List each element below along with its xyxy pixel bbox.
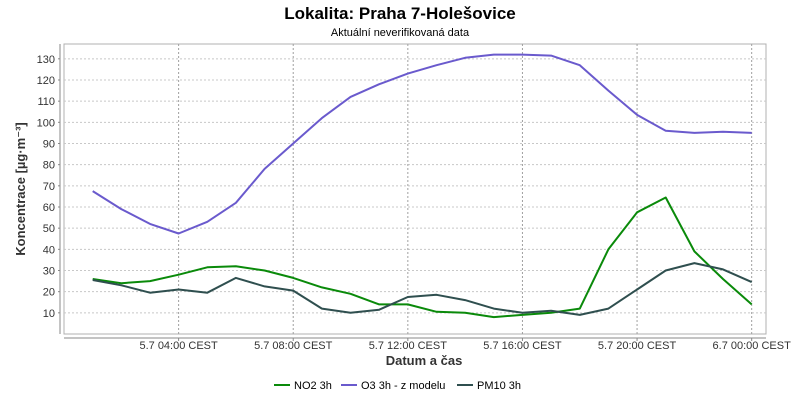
y-tick-label: 120 (37, 75, 55, 87)
y-tick-label: 40 (43, 244, 55, 256)
y-tick-label: 30 (43, 265, 55, 277)
plot-background (63, 43, 767, 335)
x-axis-ticks: 5.7 04:00 CEST 5.7 08:00 CEST 5.7 12:00 CE… (139, 338, 791, 352)
y-tick-label: 90 (43, 138, 55, 150)
y-axis-ticks: 10 20 30 40 50 60 70 80 90 100 110 120 130 (37, 54, 60, 320)
chart-subtitle: Aktuální neverifikovaná data (331, 27, 470, 39)
y-axis-title: Koncentrace [µg·m⁻³] (13, 122, 28, 256)
y-tick-label: 80 (43, 160, 55, 172)
series-line-o3 (92, 53, 752, 235)
y-tick-label: 60 (43, 202, 55, 214)
y-tick-label: 130 (37, 54, 55, 66)
x-tick-label: 6.7 00:00 CEST (713, 340, 792, 352)
y-tick-label: 70 (43, 181, 55, 193)
series-line-pm10 (92, 262, 753, 316)
y-tick-label: 100 (37, 117, 55, 129)
legend-label: O3 3h - z modelu (361, 380, 445, 392)
series-lines (92, 53, 753, 319)
series-line-no2 (92, 196, 753, 319)
y-tick-label: 50 (43, 223, 55, 235)
grid-lines (64, 44, 766, 334)
legend-label: NO2 3h (294, 380, 332, 392)
x-tick-label: 5.7 16:00 CEST (483, 340, 562, 352)
axes (59, 44, 766, 339)
y-tick-label: 10 (43, 308, 55, 320)
y-tick-label: 20 (43, 287, 55, 299)
x-tick-label: 5.7 12:00 CEST (369, 340, 448, 352)
x-tick-label: 5.7 08:00 CEST (254, 340, 333, 352)
x-tick-label: 5.7 20:00 CEST (598, 340, 677, 352)
legend-label: PM10 3h (477, 380, 521, 392)
legend: NO2 3h O3 3h - z modelu PM10 3h (274, 380, 521, 392)
y-tick-label: 110 (37, 96, 55, 108)
x-axis-title: Datum a čas (386, 353, 463, 368)
plot-area (63, 43, 767, 335)
chart-title: Lokalita: Praha 7-Holešovice (284, 4, 515, 23)
x-tick-label: 5.7 04:00 CEST (139, 340, 218, 352)
